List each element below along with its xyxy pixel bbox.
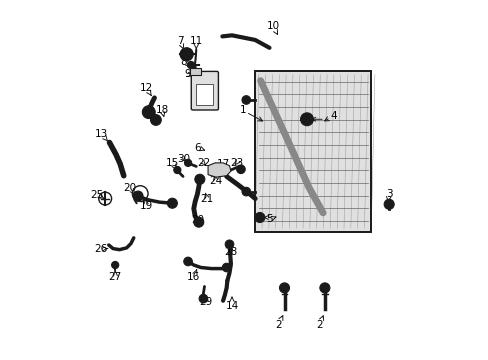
Circle shape xyxy=(319,283,329,293)
Circle shape xyxy=(167,198,177,208)
Circle shape xyxy=(222,263,230,272)
Text: 1: 1 xyxy=(239,105,262,121)
Circle shape xyxy=(133,191,143,201)
Circle shape xyxy=(153,117,158,122)
Text: 30: 30 xyxy=(177,154,190,164)
Text: 10: 10 xyxy=(266,21,279,35)
Circle shape xyxy=(193,217,203,227)
Text: 12: 12 xyxy=(140,83,153,95)
Circle shape xyxy=(236,165,244,174)
Polygon shape xyxy=(207,163,230,177)
Text: 8: 8 xyxy=(180,57,190,67)
Text: 14: 14 xyxy=(225,297,238,311)
Text: 2: 2 xyxy=(316,316,323,330)
Circle shape xyxy=(242,187,250,196)
Text: 13: 13 xyxy=(95,129,108,141)
Circle shape xyxy=(384,199,393,209)
Text: 7: 7 xyxy=(177,36,183,49)
Circle shape xyxy=(180,48,193,61)
Text: 24: 24 xyxy=(209,175,222,186)
Circle shape xyxy=(142,106,155,118)
Text: 6: 6 xyxy=(194,143,204,153)
Text: 15: 15 xyxy=(165,158,179,169)
Circle shape xyxy=(187,62,194,68)
Text: 17: 17 xyxy=(216,159,229,169)
Circle shape xyxy=(242,96,250,104)
Circle shape xyxy=(225,240,233,249)
Text: 11: 11 xyxy=(189,36,203,49)
Text: 29: 29 xyxy=(199,296,212,307)
Text: 23: 23 xyxy=(229,158,243,168)
Circle shape xyxy=(183,51,190,58)
Bar xyxy=(190,68,201,75)
Circle shape xyxy=(279,283,289,293)
Text: 4: 4 xyxy=(324,111,336,121)
Text: 3: 3 xyxy=(385,189,392,202)
Text: 21: 21 xyxy=(200,193,213,203)
Text: 20: 20 xyxy=(122,183,136,194)
FancyBboxPatch shape xyxy=(191,71,218,110)
Text: 20: 20 xyxy=(190,215,203,226)
Text: 5: 5 xyxy=(265,214,275,224)
Text: 25: 25 xyxy=(90,190,104,200)
Text: 27: 27 xyxy=(108,271,122,282)
Text: 16: 16 xyxy=(187,270,200,282)
Text: 28: 28 xyxy=(224,246,237,257)
Text: 19: 19 xyxy=(140,200,153,211)
Circle shape xyxy=(199,294,207,303)
Text: 2: 2 xyxy=(275,316,282,330)
Text: 26: 26 xyxy=(94,244,107,253)
Bar xyxy=(255,71,370,232)
Text: 18: 18 xyxy=(155,105,169,116)
Circle shape xyxy=(173,166,181,174)
Text: 22: 22 xyxy=(196,158,210,168)
Circle shape xyxy=(183,257,192,266)
Bar xyxy=(255,71,370,232)
Circle shape xyxy=(194,174,204,184)
Circle shape xyxy=(150,114,161,125)
Circle shape xyxy=(184,159,191,166)
Bar xyxy=(195,84,213,105)
Text: 9: 9 xyxy=(183,69,191,79)
Circle shape xyxy=(300,113,313,126)
Circle shape xyxy=(111,261,119,269)
Circle shape xyxy=(254,212,264,222)
